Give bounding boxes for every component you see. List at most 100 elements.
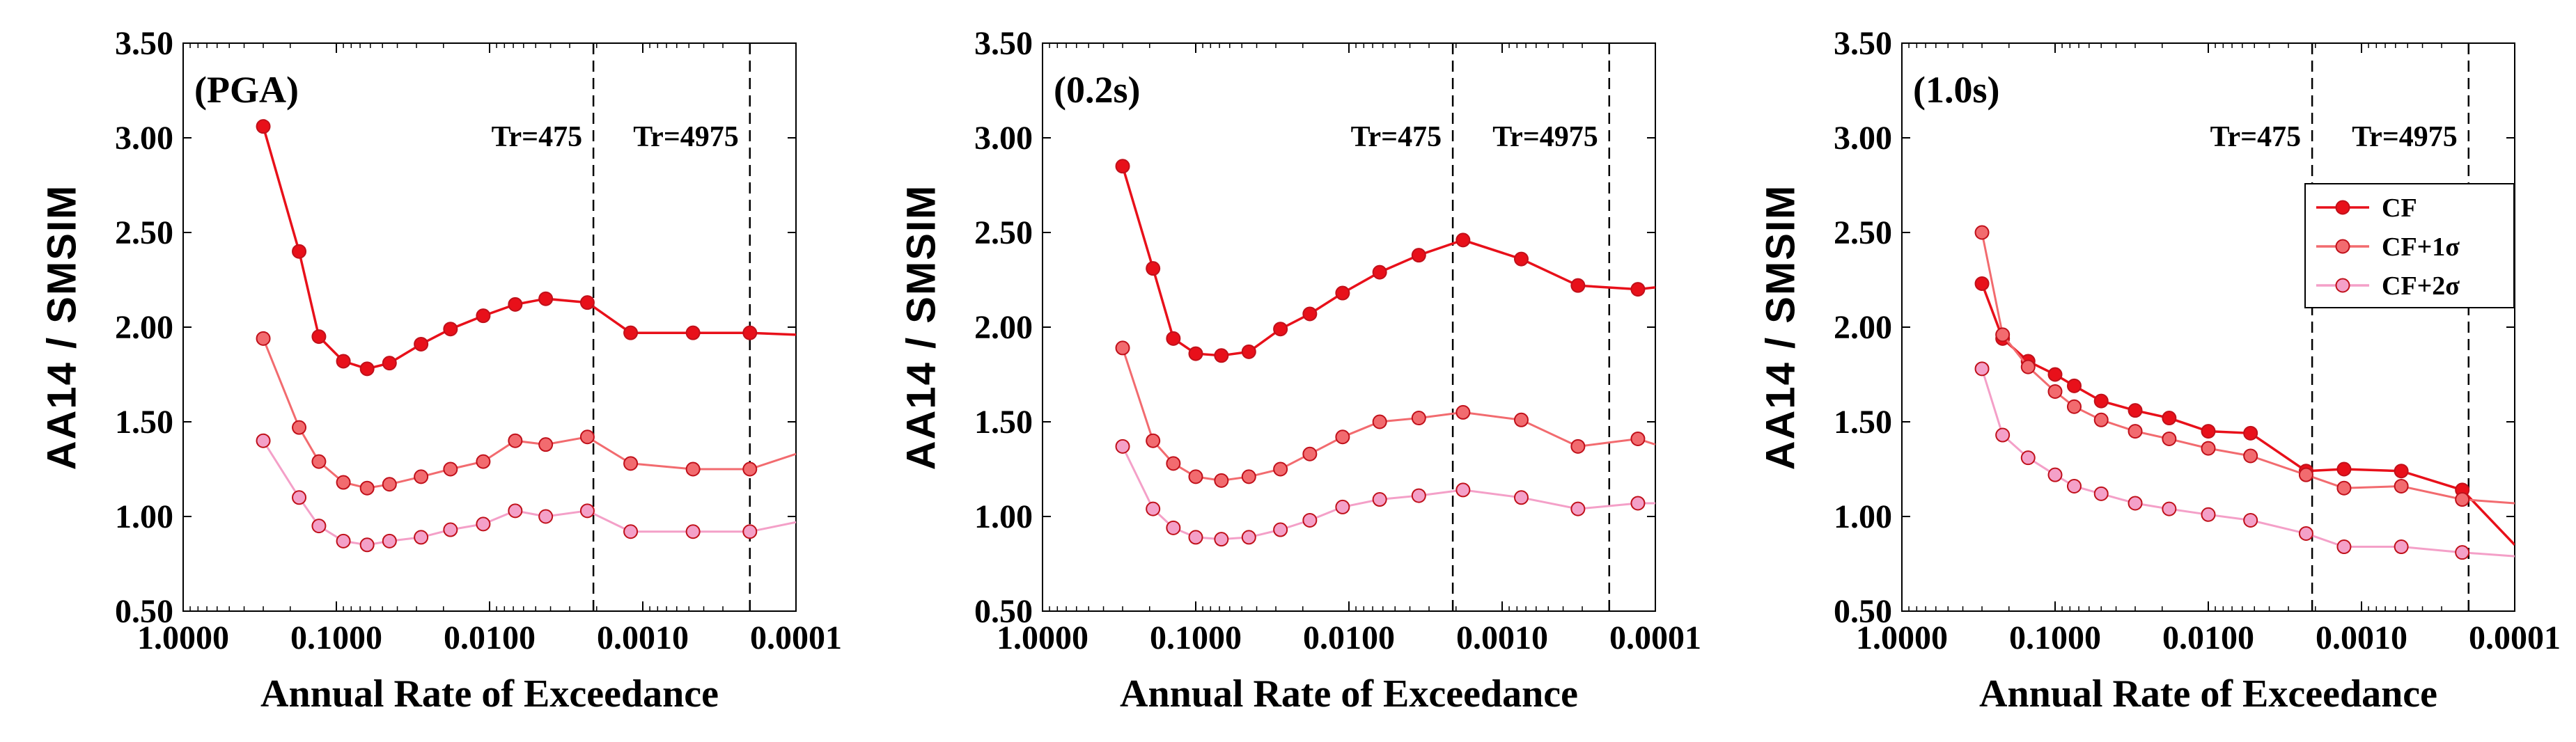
data-point bbox=[1513, 412, 1529, 427]
series-line-CF+2σ bbox=[262, 440, 796, 546]
y-tick-label: 1.00 bbox=[974, 498, 1033, 535]
data-point bbox=[2128, 424, 2143, 439]
data-point bbox=[382, 356, 397, 371]
data-point bbox=[1513, 251, 1529, 267]
data-point bbox=[1630, 282, 1646, 297]
x-tick-label: 1.0000 bbox=[1856, 619, 1948, 656]
x-tick-label: 0.1000 bbox=[290, 619, 382, 656]
x-tick-label: 0.0010 bbox=[2316, 619, 2407, 656]
data-point bbox=[2047, 367, 2063, 382]
data-point bbox=[2162, 431, 2177, 446]
series-line-CF bbox=[1981, 283, 2515, 546]
data-point bbox=[1273, 522, 1288, 537]
legend-entry: CF+1σ bbox=[2382, 232, 2460, 262]
return-period-label: Tr=475 bbox=[1351, 121, 1442, 153]
data-point bbox=[508, 433, 523, 448]
chart-panel-3: 0.50 1.00 1.50 2.00 2.50 3.00 3.50 1.0000 0.1000… bbox=[1758, 25, 2561, 716]
data-point bbox=[1146, 261, 1161, 276]
data-point bbox=[1995, 427, 2011, 443]
data-point bbox=[579, 295, 595, 310]
data-point bbox=[1974, 361, 1990, 377]
x-tick-label: 0.0010 bbox=[597, 619, 689, 656]
y-tick-label: 3.50 bbox=[115, 25, 173, 62]
data-point bbox=[2394, 464, 2409, 479]
data-point bbox=[685, 461, 701, 477]
data-point bbox=[311, 519, 327, 534]
data-point bbox=[1241, 344, 1256, 359]
data-point bbox=[2298, 526, 2313, 541]
legend: CF CF+1σ CF+2σ bbox=[2304, 183, 2515, 308]
data-point bbox=[336, 354, 351, 369]
data-point bbox=[382, 477, 397, 492]
x-axis-label: Annual Rate of Exceedance bbox=[260, 672, 719, 716]
data-point bbox=[2128, 403, 2143, 418]
y-tick-label: 2.50 bbox=[974, 214, 1033, 251]
data-point bbox=[1115, 340, 1130, 356]
data-point bbox=[1214, 473, 1229, 488]
data-point bbox=[443, 322, 458, 337]
data-point bbox=[2201, 441, 2216, 456]
x-tick-label: 0.0010 bbox=[1456, 619, 1548, 656]
data-point bbox=[1115, 439, 1130, 454]
y-tick-label: 3.50 bbox=[1834, 25, 1892, 62]
legend-entry: CF bbox=[2382, 194, 2417, 223]
x-tick-label: 0.0100 bbox=[1303, 619, 1395, 656]
data-point bbox=[336, 533, 351, 548]
data-point bbox=[1335, 429, 1350, 445]
data-point bbox=[256, 119, 271, 134]
data-point bbox=[311, 329, 327, 345]
data-point bbox=[2336, 461, 2352, 477]
y-tick-label: 2.00 bbox=[115, 309, 173, 346]
data-point bbox=[2093, 393, 2109, 409]
data-point bbox=[2093, 412, 2109, 427]
data-point bbox=[359, 537, 375, 553]
y-tick-label: 1.50 bbox=[115, 404, 173, 441]
x-tick-label: 0.0001 bbox=[1609, 619, 1701, 656]
chart-panel-2: 0.50 1.00 1.50 2.00 2.50 3.00 3.50 1.0000 0.1000… bbox=[898, 25, 1701, 716]
y-tick-label: 3.00 bbox=[115, 120, 173, 157]
data-point bbox=[1214, 348, 1229, 363]
data-point bbox=[359, 480, 375, 496]
data-point bbox=[476, 516, 491, 532]
x-tick-label: 1.0000 bbox=[137, 619, 229, 656]
data-point bbox=[1146, 501, 1161, 516]
data-point bbox=[1372, 265, 1387, 280]
data-point bbox=[538, 437, 554, 452]
data-point bbox=[2066, 378, 2082, 393]
y-tick-label: 2.00 bbox=[1834, 309, 1892, 346]
panel-label: (1.0s) bbox=[1913, 69, 1999, 111]
data-point bbox=[2162, 501, 2177, 516]
series-line-CF+2σ bbox=[1121, 445, 1655, 541]
data-point bbox=[292, 490, 307, 505]
y-tick-label: 2.00 bbox=[974, 309, 1033, 346]
y-axis-label: AA14 / SMSIM bbox=[1758, 184, 1803, 471]
data-point bbox=[579, 503, 595, 519]
data-point bbox=[538, 291, 554, 306]
data-point bbox=[1273, 322, 1288, 337]
x-tick-label: 0.0001 bbox=[2469, 619, 2561, 656]
data-point bbox=[443, 461, 458, 477]
data-point bbox=[2298, 467, 2313, 482]
data-point bbox=[476, 454, 491, 469]
y-tick-label: 3.00 bbox=[1834, 120, 1892, 157]
x-axis-label: Annual Rate of Exceedance bbox=[1120, 672, 1578, 716]
data-point bbox=[2394, 539, 2409, 555]
data-point bbox=[2336, 480, 2352, 496]
data-point bbox=[1513, 490, 1529, 505]
y-axis-label: AA14 / SMSIM bbox=[39, 184, 84, 471]
legend-swatch-marker bbox=[2335, 278, 2350, 293]
data-point bbox=[1570, 278, 1586, 293]
data-point bbox=[1974, 225, 1990, 240]
legend-swatch-marker bbox=[2335, 239, 2350, 254]
data-point bbox=[2020, 450, 2036, 466]
data-point bbox=[538, 509, 554, 524]
data-point bbox=[623, 524, 639, 539]
series-line-CF bbox=[1121, 166, 1655, 357]
data-point bbox=[2047, 467, 2063, 482]
data-point bbox=[1372, 492, 1387, 507]
panel-label: (PGA) bbox=[194, 69, 299, 111]
y-tick-label: 1.50 bbox=[974, 404, 1033, 441]
y-tick-label: 1.00 bbox=[115, 498, 173, 535]
data-point bbox=[742, 524, 758, 539]
return-period-label: Tr=475 bbox=[2210, 121, 2301, 153]
